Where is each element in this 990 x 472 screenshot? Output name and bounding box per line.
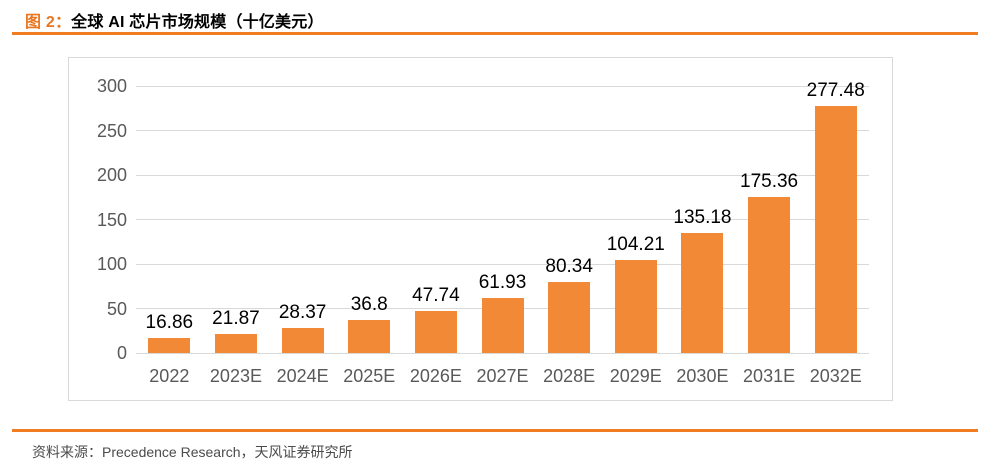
bar [814, 106, 857, 353]
bar-column: 28.37 [269, 86, 336, 353]
bar-column: 16.86 [136, 86, 203, 353]
gridline [136, 174, 869, 176]
bar-value-label: 135.18 [673, 206, 732, 228]
x-tick-label: 2024E [276, 366, 329, 386]
y-tick-label: 100 [96, 254, 127, 274]
bar [414, 310, 457, 353]
gridline [136, 219, 869, 220]
bar-column: 47.74 [403, 86, 470, 353]
bar [548, 281, 591, 353]
bar-column: 61.93 [469, 86, 536, 353]
footer-divider [12, 429, 978, 432]
x-tick-label: 2030E [676, 366, 729, 386]
bar-value-label: 175.36 [740, 170, 799, 192]
y-tick-label: 50 [106, 298, 127, 319]
bar-value-label: 28.37 [278, 301, 327, 323]
figure-number-label: 图 2： [25, 14, 72, 31]
header-divider [12, 32, 978, 35]
bar-column: 21.87 [203, 86, 270, 353]
x-tick-label: 2026E [409, 366, 462, 386]
bar-column: 175.36 [736, 86, 803, 353]
x-tick-label: 2032E [809, 366, 862, 386]
bar-value-label: 104.21 [606, 234, 665, 256]
bar-chart-frame: 0 50 100 150 200 250 300 16.86 21.87 28.37 36.8 47… [68, 57, 893, 401]
bar-column: 135.18 [669, 86, 736, 353]
bar [748, 196, 791, 353]
bar-value-label: 36.8 [350, 294, 388, 316]
gridline [136, 263, 869, 265]
y-tick-label: 300 [96, 76, 127, 96]
y-tick-label: 0 [116, 343, 127, 363]
y-tick-label: 200 [96, 165, 127, 185]
bar-column: 80.34 [536, 86, 603, 353]
bar [681, 232, 724, 353]
bar-column: 104.21 [602, 86, 669, 353]
y-tick-label: 150 [96, 209, 127, 230]
bar-value-label: 61.93 [478, 271, 527, 293]
x-tick-label: 2031E [743, 366, 796, 386]
gridline [136, 352, 869, 354]
x-tick-label: 2022 [149, 366, 190, 386]
x-tick-label: 2027E [476, 366, 529, 386]
x-tick-label: 2025E [343, 366, 396, 386]
x-tick-label: 2028E [543, 366, 596, 386]
bar [214, 333, 257, 353]
x-tick-label: 2029E [609, 366, 662, 386]
y-tick-label: 250 [96, 120, 127, 141]
source-note: 资料来源：Precedence Research，天风证券研究所 [32, 444, 353, 460]
bar [481, 297, 524, 353]
bar-value-label: 277.48 [806, 80, 865, 102]
bar-value-label: 80.34 [545, 255, 593, 277]
bar [148, 338, 191, 353]
bar-column: 277.48 [802, 80, 869, 353]
gridline [136, 85, 869, 87]
bar [281, 327, 324, 353]
bar-column: 36.8 [336, 86, 403, 353]
figure-header: 图 2：全球 AI 芯片市场规模（十亿美元） [25, 8, 324, 32]
bar [348, 320, 391, 353]
plot-area: 16.86 21.87 28.37 36.8 47.74 61.93 80.34 104.21… [136, 80, 869, 353]
bar-value-label: 47.74 [412, 284, 460, 306]
gridline [136, 130, 869, 131]
x-axis: 2022 2023E 2024E 2025E 2026E 2027E 2028E 2029E 2… [136, 366, 869, 387]
bar-value-label: 16.86 [145, 312, 194, 333]
figure-title: 全球 AI 芯片市场规模（十亿美元） [71, 14, 324, 31]
bar [614, 260, 657, 353]
x-tick-label: 2023E [209, 366, 262, 386]
bar-value-label: 21.87 [212, 307, 260, 329]
